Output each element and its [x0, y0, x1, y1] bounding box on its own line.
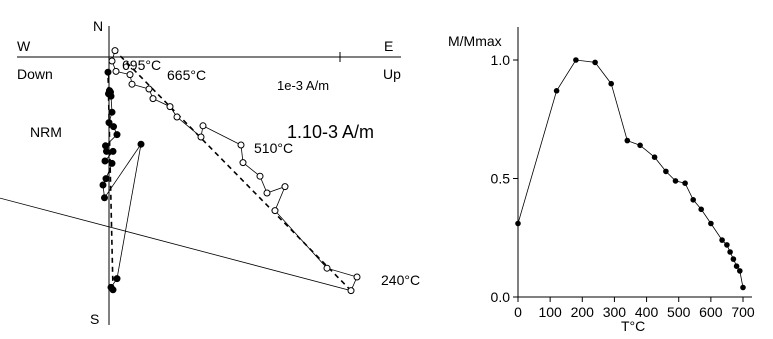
annotation-510c: 510°C	[254, 140, 293, 156]
y-axis-label: M/Mmax	[448, 33, 502, 49]
demag-point	[698, 206, 704, 213]
horizontal-point	[110, 123, 117, 131]
demag-point	[672, 178, 679, 184]
demag-point	[730, 256, 737, 262]
axis-label-up: Up	[383, 66, 401, 82]
demag-point	[624, 137, 631, 144]
vertical-point	[281, 183, 289, 191]
scale-bar-label: 1e-3 A/m	[277, 78, 329, 93]
demag-point	[740, 284, 746, 291]
vertical-point	[199, 122, 207, 130]
demag-points	[515, 57, 746, 291]
annotation-240c: 240°C	[381, 272, 420, 288]
horizontal-point	[108, 159, 116, 167]
vertical-point	[353, 273, 361, 281]
x-tick-label: 600	[699, 304, 723, 320]
annotation-nrm: NRM	[30, 124, 62, 140]
demag-point	[737, 268, 743, 274]
vertical-point	[108, 57, 116, 65]
demag-point	[553, 88, 560, 94]
horizontal-point	[99, 181, 107, 189]
x-tick-label: 200	[571, 304, 595, 320]
vertical-point	[128, 80, 136, 88]
horizontal-point	[102, 175, 110, 183]
y-tick-label: 1.0	[491, 52, 511, 68]
demag-point	[708, 220, 714, 227]
vertical-point	[166, 103, 174, 111]
demag-curve-plot: M/Mmax T°C 0.0 0.5 1.0 0 100 200 300 400 500 600 7…	[448, 27, 755, 334]
vertical-point	[112, 67, 120, 75]
vertical-point	[263, 189, 271, 197]
vertical-point	[256, 172, 264, 180]
vertical-point	[149, 95, 157, 103]
x-tick-label: 400	[635, 304, 659, 320]
vertical-point	[271, 207, 279, 215]
demag-point	[724, 242, 730, 248]
horizontal-point	[137, 140, 145, 148]
y-tick-label: 0.0	[491, 289, 511, 305]
demag-curve	[517, 59, 744, 288]
horizontal-point	[101, 194, 108, 202]
demag-point	[608, 80, 614, 87]
x-axis-label: T°C	[621, 318, 645, 334]
axis-label-west: W	[17, 38, 31, 54]
demag-point	[573, 57, 579, 63]
axis-label-down: Down	[17, 66, 53, 82]
vertical-point	[126, 71, 134, 79]
horizontal-point	[102, 142, 109, 150]
fit-line-horizontal	[107, 72, 114, 290]
demag-axes: 0.0 0.5 1.0 0 100 200 300 400 500 600 700	[491, 27, 755, 320]
horizontal-point	[113, 131, 121, 139]
vertical-point	[173, 113, 181, 121]
axis-label-north: N	[93, 18, 103, 34]
demag-point	[637, 142, 643, 149]
zijderveld-plot: W N E Down Up S 1e-3 A/m NRM 240°C 510°C…	[0, 18, 420, 327]
demag-point	[690, 197, 696, 203]
horizontal-point	[108, 108, 116, 116]
x-tick-label: 300	[603, 304, 627, 320]
axis-label-east: E	[384, 38, 393, 54]
demag-point	[592, 59, 598, 66]
horizontal-point	[107, 92, 115, 100]
vertical-point	[323, 264, 331, 272]
vertical-point	[197, 133, 205, 141]
vertical-point	[347, 287, 355, 295]
x-tick-label: 0	[514, 304, 522, 320]
vertical-point	[145, 85, 153, 93]
demag-point	[651, 154, 658, 160]
annotation-scale-value: 1.10-3 A/m	[287, 122, 374, 142]
annotation-695c: 695°C	[122, 57, 161, 73]
demag-point	[663, 168, 669, 175]
demag-point	[515, 220, 521, 227]
horizontal-point	[101, 157, 109, 165]
annotation-665c: 665°C	[167, 67, 206, 83]
demag-point	[727, 249, 733, 255]
vertical-point	[237, 141, 245, 149]
horizontal-point	[109, 147, 117, 155]
vertical-point	[239, 159, 247, 167]
fit-line-vertical	[114, 50, 352, 292]
demag-point	[733, 263, 740, 270]
x-tick-label: 700	[731, 304, 755, 320]
demag-point	[682, 180, 688, 186]
demag-line	[517, 59, 744, 288]
horizontal-point	[109, 286, 117, 294]
horizontal-point	[104, 68, 112, 76]
zijderveld-points	[99, 47, 361, 295]
vertical-point	[111, 47, 119, 55]
y-tick-label: 0.5	[491, 171, 511, 187]
x-tick-label: 500	[667, 304, 691, 320]
horizontal-point	[105, 119, 113, 127]
demag-point	[719, 237, 725, 243]
x-tick-label: 100	[538, 304, 562, 320]
horizontal-point	[103, 147, 110, 155]
horizontal-point	[113, 275, 121, 283]
axis-label-south: S	[90, 311, 99, 327]
